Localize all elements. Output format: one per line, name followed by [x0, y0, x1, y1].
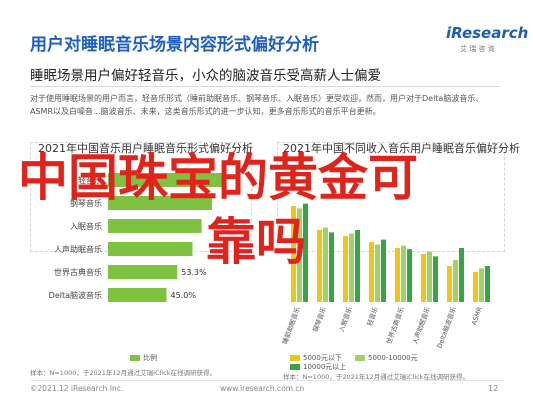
left-legend: 比例 — [130, 353, 157, 363]
iresearch-logo: iResearch 艾 瑞 咨 询 — [446, 24, 528, 58]
right-bar — [401, 245, 406, 302]
legend-swatch-icon — [290, 364, 300, 370]
logo-brand: iResearch — [446, 24, 529, 42]
right-category-label: 入眠音乐 — [337, 305, 355, 333]
left-category-label: 入眠音乐 — [70, 221, 102, 231]
right-bar — [369, 242, 374, 302]
page-title: 用户对睡眠音乐场景内容形式偏好分析 — [30, 35, 319, 55]
left-category-label: 世界古典音乐 — [54, 267, 102, 277]
legend-swatch-icon — [130, 355, 140, 361]
right-bar — [421, 254, 426, 302]
legend-swatch-icon — [290, 355, 300, 361]
right-bar — [395, 248, 400, 302]
right-bar — [349, 233, 354, 302]
logo-sub: 艾 瑞 咨 询 — [460, 45, 495, 53]
left-value-label: 53.3% — [181, 268, 207, 277]
left-bar — [108, 219, 202, 233]
right-legend-1: 5000元以下 — [290, 353, 342, 363]
footer-copyright: ©2021.12 iResearch Inc. — [30, 384, 124, 393]
left-category-label: 钢琴音乐 — [70, 198, 102, 208]
right-source-note: 样本：N=1000，于2021年12月通过艾瑞iClick在线调研获得。 — [283, 373, 469, 381]
right-bar — [343, 236, 348, 302]
left-category-label: Delta脑波音乐 — [49, 290, 102, 300]
right-category-label: 人声助眠音乐 — [410, 305, 432, 345]
overlay-headline-line1: 中国珠宝的黄金可 — [18, 149, 418, 207]
header-divider — [30, 86, 500, 87]
footer-website: www.iresearch.com.cn — [220, 384, 305, 393]
left-chart-title: 2021年中国音乐用户睡眠音乐形式偏好分析 — [38, 142, 253, 155]
overlay-headline-line2: 靠吗 — [206, 213, 306, 271]
right-bar — [479, 268, 484, 302]
right-bar — [297, 208, 302, 302]
right-legend-3: 10000元以上 — [290, 362, 346, 372]
left-category-label: 轻音乐 — [78, 175, 102, 185]
right-category-label: ASMR — [470, 305, 484, 326]
right-bar — [329, 232, 334, 302]
right-chart-panel — [277, 142, 505, 252]
left-source-note: 样本：N=1000，于2021年12月通过艾瑞iClick在线调研获得。 — [30, 369, 216, 377]
right-bar-chart: 睡前助眠音乐 钢琴音乐 入眠音乐 轻音乐 世界古典音乐 人声助眠音乐 Delta脑波音乐 AS… — [280, 203, 490, 349]
left-bar — [108, 242, 193, 256]
right-bar — [323, 227, 328, 302]
right-bar — [473, 272, 478, 302]
left-bar — [108, 288, 167, 302]
right-legend-label-2: 5000-10000元 — [368, 354, 418, 362]
right-bar — [317, 230, 322, 302]
right-bar — [381, 239, 386, 302]
right-bar — [291, 206, 296, 302]
left-category-label: 人声助眠音乐 — [54, 244, 102, 254]
right-category-label: 轻音乐 — [365, 305, 380, 327]
legend-swatch-icon — [355, 355, 365, 361]
right-category-label: 钢琴音乐 — [311, 305, 329, 333]
right-bar — [433, 256, 438, 302]
intro-paragraph: 对于使用睡眠场景的用户而言，轻音乐形式（睡前助眠音乐、钢琴音乐、入眠音乐）更受欢… — [30, 94, 484, 116]
footer-divider — [30, 380, 504, 381]
left-bar — [108, 196, 212, 210]
right-bar — [459, 248, 464, 302]
left-bar — [108, 173, 225, 187]
right-legend-2: 5000-10000元 — [355, 353, 418, 363]
right-bar — [355, 230, 360, 302]
right-bar — [485, 266, 490, 302]
right-legend-label-3: 10000元以上 — [303, 363, 347, 371]
right-chart-title: 2021年中国不同收入音乐用户睡眠音乐偏好分析 — [283, 142, 520, 155]
left-bar — [108, 265, 178, 279]
page-number: 12 — [488, 384, 499, 393]
right-bar — [407, 249, 412, 302]
right-bar — [375, 244, 380, 302]
right-legend-label-1: 5000元以下 — [303, 354, 342, 362]
left-legend-label: 比例 — [143, 354, 157, 362]
page-subtitle: 睡眠场景用户偏好轻音乐，小众的脑波音乐受高薪人士偏爱 — [30, 68, 381, 84]
right-bar — [427, 251, 432, 302]
right-bar — [303, 203, 308, 302]
right-category-label: 世界古典音乐 — [384, 305, 406, 345]
left-value-label: 45.0% — [171, 291, 197, 300]
right-category-label: Delta脑波音乐 — [435, 305, 458, 349]
right-bar — [447, 266, 452, 302]
right-bar — [453, 260, 458, 302]
right-category-label: 睡前助眠音乐 — [280, 305, 302, 345]
